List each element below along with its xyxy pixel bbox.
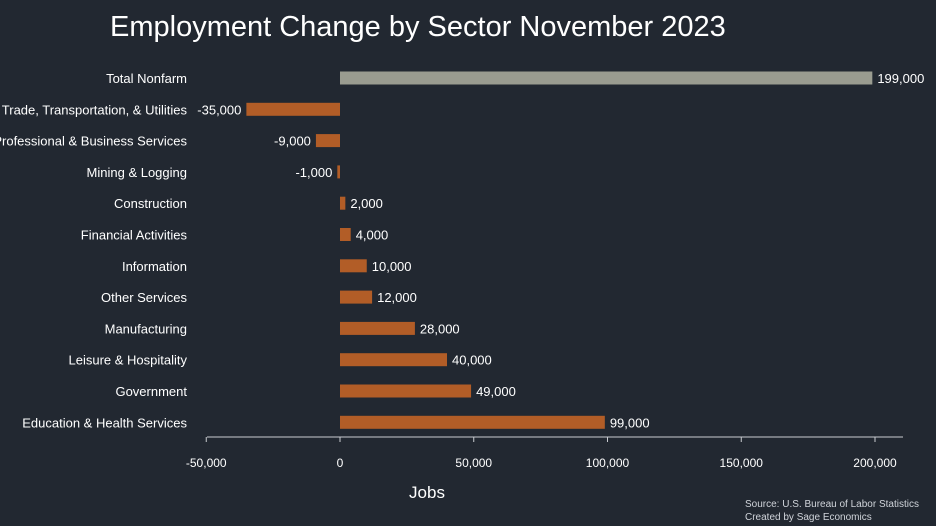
category-label-leisure-hospitality: Leisure & Hospitality bbox=[69, 353, 188, 368]
x-tick-label: -50,000 bbox=[186, 456, 227, 470]
value-label-education-health-services: 99,000 bbox=[610, 415, 650, 430]
category-label-manufacturing: Manufacturing bbox=[105, 321, 187, 336]
value-label-total-nonfarm: 199,000 bbox=[877, 71, 924, 86]
bar-government bbox=[340, 384, 472, 398]
category-label-professional-business-services: Professional & Business Services bbox=[0, 134, 187, 149]
x-tick-label: 100,000 bbox=[586, 456, 630, 470]
bar-professional-business-services bbox=[315, 134, 340, 148]
bar-total-nonfarm bbox=[340, 71, 873, 85]
bar-information bbox=[340, 259, 367, 273]
bar-trade-transportation-utilities bbox=[246, 102, 340, 116]
bar-other-services bbox=[340, 290, 373, 304]
value-label-other-services: 12,000 bbox=[377, 290, 417, 305]
value-label-trade-transportation-utilities: -35,000 bbox=[197, 102, 241, 117]
bar-financial-activities bbox=[340, 228, 351, 241]
x-tick-label: 50,000 bbox=[455, 456, 492, 470]
value-label-government: 49,000 bbox=[476, 384, 516, 399]
value-label-information: 10,000 bbox=[372, 259, 412, 274]
category-label-mining-logging: Mining & Logging bbox=[87, 165, 187, 180]
bar-leisure-hospitality bbox=[340, 353, 447, 367]
chart-title: Employment Change by Sector November 202… bbox=[110, 11, 726, 43]
value-label-manufacturing: 28,000 bbox=[420, 321, 460, 336]
source-note: Source: U.S. Bureau of Labor Statistics bbox=[745, 499, 919, 510]
category-label-information: Information bbox=[122, 259, 187, 274]
category-label-financial-activities: Financial Activities bbox=[81, 228, 188, 243]
value-label-financial-activities: 4,000 bbox=[356, 228, 389, 243]
category-label-other-services: Other Services bbox=[101, 290, 187, 305]
value-label-mining-logging: -1,000 bbox=[295, 165, 332, 180]
bar-education-health-services bbox=[340, 415, 605, 429]
bar-mining-logging bbox=[337, 165, 340, 179]
x-tick-label: 0 bbox=[337, 456, 344, 470]
x-axis-ticks: -50,000 0 50,000 100,000 150,000 200,000 bbox=[186, 437, 897, 470]
plot-area: Total Nonfarm 199,000 Trade, Transportatio… bbox=[0, 71, 924, 430]
x-axis-title: Jobs bbox=[409, 483, 445, 502]
credit-note: Created by Sage Economics bbox=[745, 512, 872, 523]
category-label-construction: Construction bbox=[114, 196, 187, 211]
x-tick-label: 200,000 bbox=[853, 456, 897, 470]
value-label-leisure-hospitality: 40,000 bbox=[452, 353, 492, 368]
value-label-professional-business-services: -9,000 bbox=[274, 134, 311, 149]
bar-manufacturing bbox=[340, 321, 415, 335]
x-tick-label: 150,000 bbox=[720, 456, 764, 470]
category-label-education-health-services: Education & Health Services bbox=[22, 415, 187, 430]
value-label-construction: 2,000 bbox=[350, 196, 383, 211]
bar-construction bbox=[340, 196, 346, 210]
category-label-government: Government bbox=[115, 384, 187, 399]
category-label-total-nonfarm: Total Nonfarm bbox=[106, 71, 187, 86]
category-label-trade-transportation-utilities: Trade, Transportation, & Utilities bbox=[2, 102, 188, 117]
